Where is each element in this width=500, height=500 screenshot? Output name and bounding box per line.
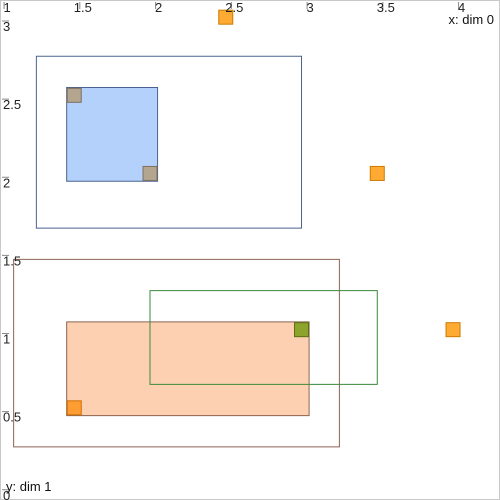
data-point-7	[66, 400, 82, 416]
regions-layer	[13, 55, 378, 448]
y-tick-label: 2.5	[3, 97, 21, 112]
data-point-1	[218, 9, 234, 25]
x-tick-label: 2	[155, 0, 162, 15]
region-green-box	[149, 290, 378, 385]
x-axis-label: x: dim 0	[448, 12, 494, 27]
y-tick-label: 1	[3, 332, 10, 347]
y-tick-label: 1.5	[3, 253, 21, 268]
x-axis-ticks: 1 1.5 2 2.5 3 3.5 4	[3, 0, 465, 15]
y-axis-label: y: dim 1	[6, 479, 52, 494]
x-tick-label: 4	[458, 0, 465, 15]
y-tick-label: 0	[3, 488, 10, 500]
region-inner-blue	[66, 87, 159, 182]
region-outer-brown	[13, 258, 340, 448]
region-inner-orange	[66, 321, 310, 417]
y-tick-label: 3	[3, 19, 10, 34]
y-axis-ticks: 0 0.5 1 1.5 2 2.5 3	[2, 19, 21, 500]
data-point-3	[142, 165, 158, 181]
data-point-2	[66, 87, 82, 103]
x-tick-label: 3	[306, 0, 313, 15]
points-layer	[66, 9, 461, 416]
x-tick-label: 2.5	[225, 0, 243, 15]
x-tick-label: 1	[3, 0, 10, 15]
y-tick-label: 0.5	[3, 410, 21, 425]
x-tick-label: 1.5	[74, 0, 92, 15]
data-point-6	[445, 322, 461, 338]
data-point-5	[294, 322, 310, 338]
x-tick-label: 3.5	[377, 0, 395, 15]
region-outer-blue	[35, 55, 303, 229]
y-tick-label: 2	[3, 175, 10, 190]
data-point-4	[369, 165, 385, 181]
